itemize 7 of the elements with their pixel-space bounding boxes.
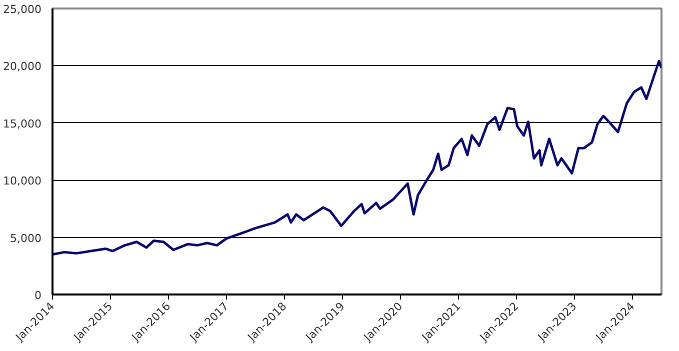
line-series [52, 60, 662, 256]
y-tick-label: 15,000 [3, 117, 42, 130]
y-tick-label: 0 [34, 289, 42, 302]
y-tick-label: 5,000 [10, 232, 42, 245]
y-tick-label: 25,000 [3, 3, 42, 16]
y-tick-label: 20,000 [3, 60, 42, 74]
y-tick-label: 10,000 [3, 174, 42, 188]
